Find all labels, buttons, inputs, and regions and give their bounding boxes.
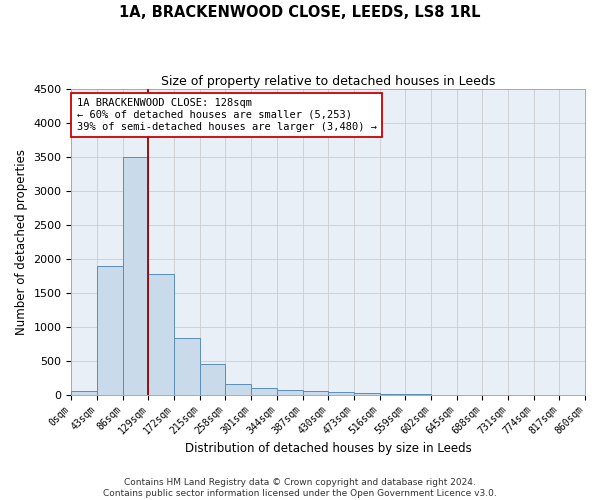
Bar bbox=[226, 384, 251, 394]
Bar bbox=[123, 157, 148, 394]
Bar bbox=[174, 338, 200, 394]
Bar bbox=[148, 274, 174, 394]
Text: Contains HM Land Registry data © Crown copyright and database right 2024.
Contai: Contains HM Land Registry data © Crown c… bbox=[103, 478, 497, 498]
Bar bbox=[328, 392, 354, 394]
Title: Size of property relative to detached houses in Leeds: Size of property relative to detached ho… bbox=[161, 75, 496, 88]
Y-axis label: Number of detached properties: Number of detached properties bbox=[15, 149, 28, 335]
Bar bbox=[302, 391, 328, 394]
Text: 1A, BRACKENWOOD CLOSE, LEEDS, LS8 1RL: 1A, BRACKENWOOD CLOSE, LEEDS, LS8 1RL bbox=[119, 5, 481, 20]
Text: 1A BRACKENWOOD CLOSE: 128sqm
← 60% of detached houses are smaller (5,253)
39% of: 1A BRACKENWOOD CLOSE: 128sqm ← 60% of de… bbox=[77, 98, 377, 132]
Bar bbox=[71, 392, 97, 394]
Bar bbox=[200, 364, 226, 394]
X-axis label: Distribution of detached houses by size in Leeds: Distribution of detached houses by size … bbox=[185, 442, 472, 455]
Bar bbox=[251, 388, 277, 394]
Bar bbox=[277, 390, 302, 394]
Bar bbox=[97, 266, 123, 394]
